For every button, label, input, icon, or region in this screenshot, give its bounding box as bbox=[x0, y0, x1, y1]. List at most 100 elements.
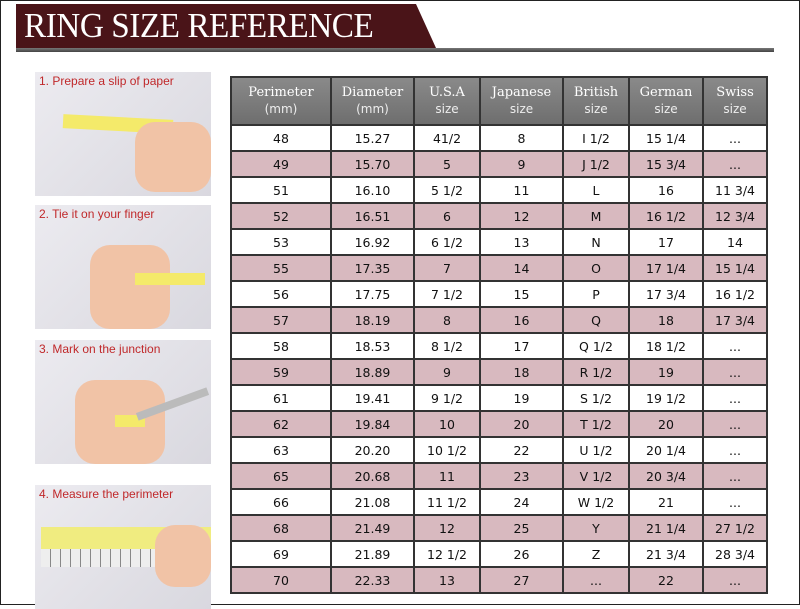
table-cell: ... bbox=[702, 462, 768, 490]
table-cell: Z bbox=[562, 540, 630, 568]
column-header: U.S.A size bbox=[413, 76, 481, 126]
table-cell: 9 bbox=[479, 150, 564, 178]
column-unit: size bbox=[435, 102, 459, 116]
table-cell: 16 bbox=[628, 176, 704, 204]
table-cell: 7 1/2 bbox=[413, 280, 481, 308]
paper-strip bbox=[135, 273, 205, 285]
column-unit: size bbox=[654, 102, 678, 116]
table-cell: 14 bbox=[702, 228, 768, 256]
table-cell: 18.89 bbox=[330, 358, 415, 386]
table-cell: 8 1/2 bbox=[413, 332, 481, 360]
table-cell: 18 bbox=[628, 306, 704, 334]
table-cell: 6 bbox=[413, 202, 481, 230]
step-2-image: 2. Tie it on your finger bbox=[35, 205, 211, 329]
table-cell: 55 bbox=[230, 254, 332, 282]
column-header: Swiss size bbox=[702, 76, 768, 126]
table-cell: 15.27 bbox=[330, 124, 415, 152]
table-cell: 5 bbox=[413, 150, 481, 178]
table-cell: 12 bbox=[413, 514, 481, 542]
table-cell: 16.92 bbox=[330, 228, 415, 256]
table-cell: 17 3/4 bbox=[628, 280, 704, 308]
table-cell: 21 1/4 bbox=[628, 514, 704, 542]
table-row: 51 16.10 5 1/2 11 L 16 11 3/4 bbox=[230, 176, 768, 204]
table-cell: 53 bbox=[230, 228, 332, 256]
table-row: 59 18.89 9 18 R 1/2 19... bbox=[230, 358, 768, 386]
column-title: German bbox=[639, 85, 693, 100]
column-unit: (mm) bbox=[356, 102, 389, 116]
table-cell: 18 bbox=[479, 358, 564, 386]
table-cell: 16 1/2 bbox=[702, 280, 768, 308]
table-cell: 18.53 bbox=[330, 332, 415, 360]
table-cell: 21.49 bbox=[330, 514, 415, 542]
table-cell: 21 bbox=[628, 488, 704, 516]
table-row: 55 17.35 7 14 O 17 1/4 15 1/4 bbox=[230, 254, 768, 282]
table-cell: 20.68 bbox=[330, 462, 415, 490]
table-cell: 59 bbox=[230, 358, 332, 386]
table-cell: 41/2 bbox=[413, 124, 481, 152]
table-cell: 11 bbox=[413, 462, 481, 490]
table-cell: 27 bbox=[479, 566, 564, 594]
table-cell: S 1/2 bbox=[562, 384, 630, 412]
table-cell: 15 1/4 bbox=[702, 254, 768, 282]
table-cell: 16 bbox=[479, 306, 564, 334]
table-cell: 16.51 bbox=[330, 202, 415, 230]
table-cell: 12 3/4 bbox=[702, 202, 768, 230]
table-cell: 20 bbox=[479, 410, 564, 438]
table-cell: 17.35 bbox=[330, 254, 415, 282]
table-row: 58 18.53 8 1/2 17 Q 1/2 18 1/2... bbox=[230, 332, 768, 360]
table-cell: R 1/2 bbox=[562, 358, 630, 386]
column-header: Perimeter (mm) bbox=[230, 76, 332, 126]
column-unit: (mm) bbox=[264, 102, 298, 116]
column-header: Diameter (mm) bbox=[330, 76, 415, 126]
table-cell: 66 bbox=[230, 488, 332, 516]
step-4-image: 4. Measure the perimeter bbox=[35, 485, 211, 609]
table-cell: 11 3/4 bbox=[702, 176, 768, 204]
table-cell: 20 3/4 bbox=[628, 462, 704, 490]
table-cell: ... bbox=[702, 410, 768, 438]
table-cell: 19 bbox=[479, 384, 564, 412]
table-row: 53 16.92 6 1/2 13 N 17 14 bbox=[230, 228, 768, 256]
table-cell: 62 bbox=[230, 410, 332, 438]
table-cell: 49 bbox=[230, 150, 332, 178]
column-title: Perimeter bbox=[248, 85, 314, 100]
table-cell: 15 1/4 bbox=[628, 124, 704, 152]
table-cell: 20.20 bbox=[330, 436, 415, 464]
table-cell: P bbox=[562, 280, 630, 308]
title-banner bbox=[16, 4, 436, 48]
hand-illustration bbox=[90, 245, 170, 329]
table-cell: 25 bbox=[479, 514, 564, 542]
table-cell: 9 1/2 bbox=[413, 384, 481, 412]
table-cell: 14 bbox=[479, 254, 564, 282]
column-header: German size bbox=[628, 76, 704, 126]
table-row: 70 22.33 13 27... 22... bbox=[230, 566, 768, 594]
step-3-image: 3. Mark on the junction bbox=[35, 340, 211, 464]
table-cell: 12 bbox=[479, 202, 564, 230]
table-cell: ... bbox=[702, 358, 768, 386]
table-cell: 15.70 bbox=[330, 150, 415, 178]
table-row: 62 19.84 10 20 T 1/2 20... bbox=[230, 410, 768, 438]
column-unit: size bbox=[584, 102, 608, 116]
table-cell: 17 3/4 bbox=[702, 306, 768, 334]
table-cell: V 1/2 bbox=[562, 462, 630, 490]
table-row: 57 18.19 8 16 Q 18 17 3/4 bbox=[230, 306, 768, 334]
table-cell: 21 3/4 bbox=[628, 540, 704, 568]
title-rule bbox=[16, 48, 774, 52]
table-cell: O bbox=[562, 254, 630, 282]
table-cell: 63 bbox=[230, 436, 332, 464]
table-cell: 11 bbox=[479, 176, 564, 204]
table-cell: 19.84 bbox=[330, 410, 415, 438]
table-row: 49 15.70 5 9 J 1/2 15 3/4... bbox=[230, 150, 768, 178]
table-cell: 20 1/4 bbox=[628, 436, 704, 464]
table-cell: M bbox=[562, 202, 630, 230]
table-cell: 20 bbox=[628, 410, 704, 438]
table-cell: 22 bbox=[628, 566, 704, 594]
step-label: 1. Prepare a slip of paper bbox=[39, 74, 174, 88]
column-unit: size bbox=[723, 102, 747, 116]
table-row: 56 17.75 7 1/2 15 P 17 3/4 16 1/2 bbox=[230, 280, 768, 308]
table-cell: N bbox=[562, 228, 630, 256]
table-cell: 10 bbox=[413, 410, 481, 438]
page-title: RING SIZE REFERENCE bbox=[24, 6, 374, 45]
table-cell: 17.75 bbox=[330, 280, 415, 308]
table-cell: W 1/2 bbox=[562, 488, 630, 516]
table-cell: 17 bbox=[628, 228, 704, 256]
